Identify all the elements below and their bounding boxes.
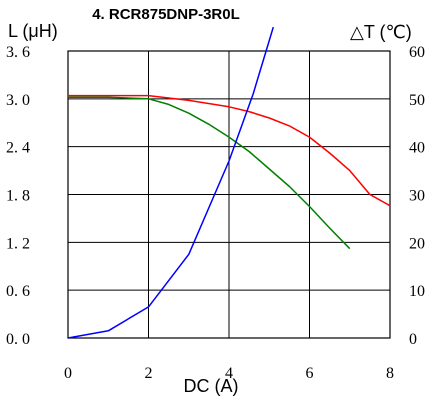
y-left-tick-label: 3. 6	[6, 44, 30, 61]
chart-title: 4. RCR875DNP-3R0L	[92, 6, 240, 23]
y-left-tick-label: 0. 0	[6, 331, 30, 348]
y-left-tick-label: 3. 0	[6, 92, 30, 109]
series-line-2	[67, 26, 275, 339]
x-tick-label: 4	[225, 365, 233, 382]
x-tick-label: 0	[64, 365, 72, 382]
y-left-axis-label: L (μH)	[8, 21, 58, 41]
tick-labels: 0 2 4 6 8 0. 0 0. 6 1. 2 1. 8 2. 4 3. 0 3. 6 0 10 20 30…	[6, 44, 425, 382]
x-tick-label: 6	[306, 365, 314, 382]
y-right-tick-label: 20	[409, 235, 425, 252]
y-left-tick-label: 0. 6	[6, 283, 30, 300]
x-axis-label: DC (A)	[184, 376, 239, 396]
grid-lines	[67, 50, 391, 339]
y-left-tick-label: 2. 4	[6, 140, 30, 157]
series-line-1	[68, 96, 351, 250]
y-right-tick-label: 30	[409, 188, 425, 205]
y-right-tick-label: 0	[409, 331, 417, 348]
series-line-0	[68, 94, 391, 207]
y-right-tick-label: 60	[409, 44, 425, 61]
plot-frame	[67, 50, 391, 339]
x-tick-label: 8	[386, 365, 394, 382]
x-tick-label: 2	[145, 365, 153, 382]
y-right-tick-label: 40	[409, 140, 425, 157]
y-left-tick-label: 1. 2	[6, 235, 30, 252]
y-left-tick-label: 1. 8	[6, 188, 30, 205]
y-right-tick-label: 10	[409, 283, 425, 300]
y-right-tick-label: 50	[409, 92, 425, 109]
series-layer	[67, 26, 391, 339]
y-right-axis-label: △T (℃)	[350, 22, 412, 42]
